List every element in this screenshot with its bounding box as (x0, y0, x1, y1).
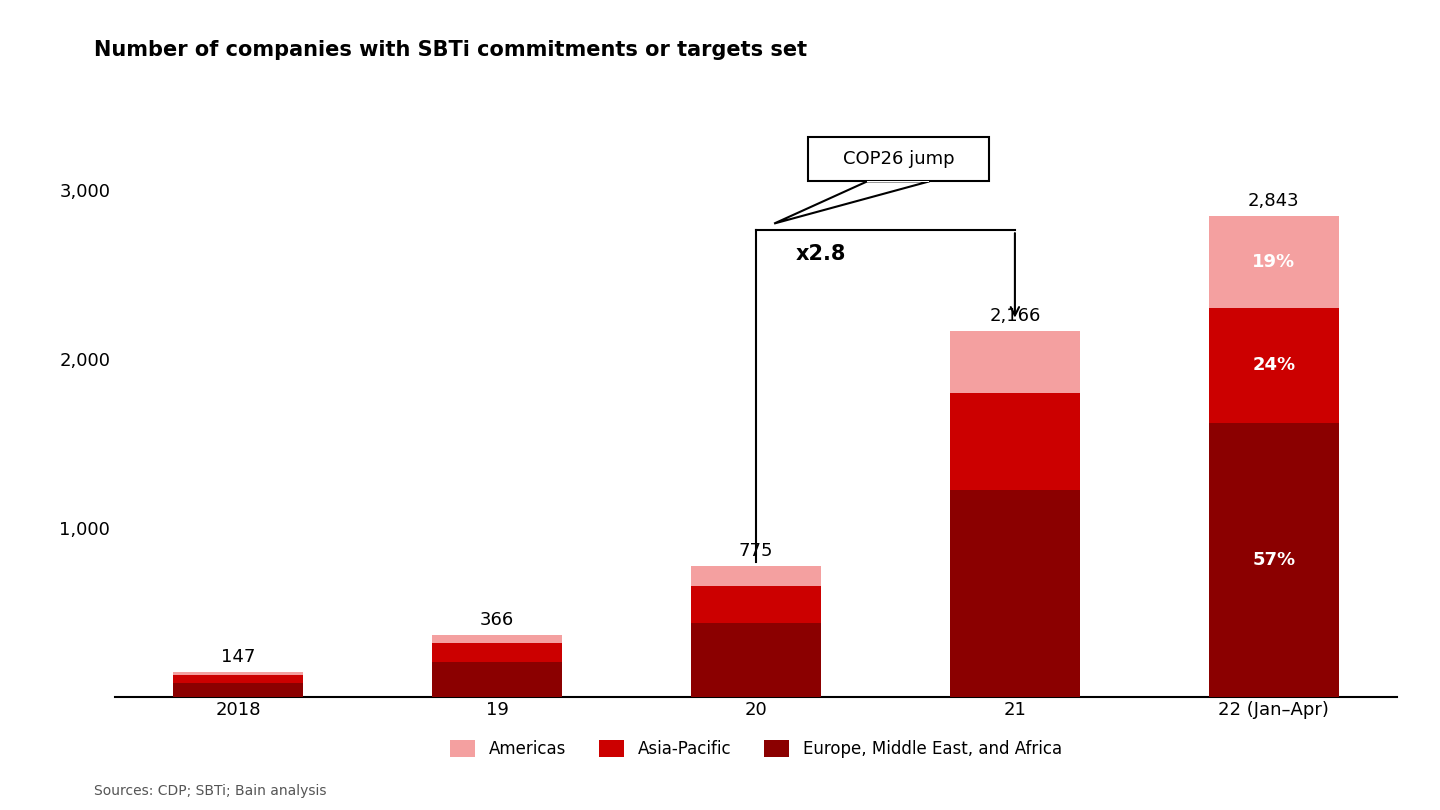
Text: x2.8: x2.8 (795, 244, 845, 264)
Bar (950, 393, 1080, 491)
Text: 147: 147 (220, 648, 255, 666)
Bar (432, 635, 562, 643)
Text: Number of companies with SBTi commitments or targets set: Number of companies with SBTi commitment… (94, 40, 806, 61)
Bar (173, 676, 302, 683)
Bar (173, 671, 302, 676)
Bar (691, 565, 821, 586)
Bar (950, 330, 1080, 393)
Text: 24%: 24% (1253, 356, 1296, 374)
Bar (1210, 216, 1339, 308)
Bar (1210, 308, 1339, 423)
Legend: Americas, Asia-Pacific, Europe, Middle East, and Africa: Americas, Asia-Pacific, Europe, Middle E… (444, 734, 1068, 765)
Text: 19%: 19% (1253, 253, 1296, 271)
Bar (432, 662, 562, 697)
Bar (173, 683, 302, 697)
Bar (432, 643, 562, 662)
Text: 366: 366 (480, 611, 514, 629)
Text: COP26 jump: COP26 jump (842, 151, 955, 168)
Bar (1210, 423, 1339, 697)
Bar (950, 491, 1080, 697)
Text: 2,843: 2,843 (1248, 193, 1300, 211)
Text: 775: 775 (739, 542, 773, 560)
Text: 2,166: 2,166 (989, 307, 1041, 325)
Bar (808, 138, 989, 181)
Bar (691, 586, 821, 623)
Text: 57%: 57% (1253, 551, 1296, 569)
Bar (691, 623, 821, 697)
Polygon shape (775, 181, 929, 224)
Text: Sources: CDP; SBTi; Bain analysis: Sources: CDP; SBTi; Bain analysis (94, 784, 325, 798)
